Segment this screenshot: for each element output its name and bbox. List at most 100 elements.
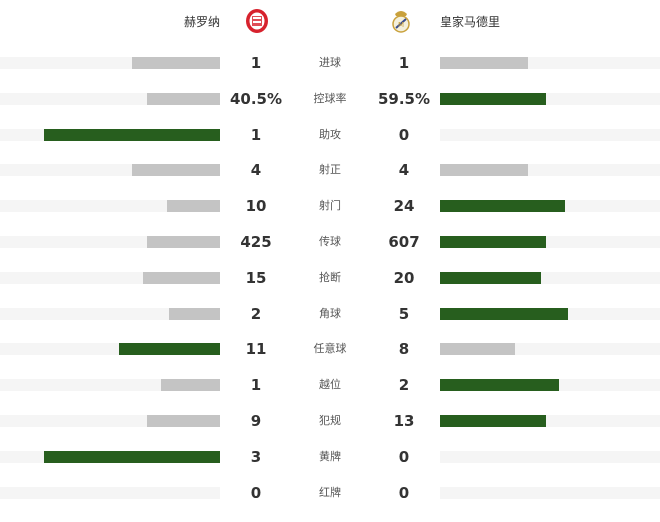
away-value: 59.5% bbox=[377, 89, 431, 108]
home-bar bbox=[147, 92, 220, 105]
home-bar-track bbox=[0, 379, 220, 392]
away-bar bbox=[440, 236, 546, 248]
home-bar-track bbox=[0, 307, 220, 320]
stat-label: 射正 bbox=[319, 163, 341, 177]
home-bar bbox=[44, 128, 220, 141]
away-bar-track bbox=[440, 128, 660, 141]
stat-row: 425 传球 607 bbox=[0, 232, 660, 252]
stat-row: 4 射正 4 bbox=[0, 160, 660, 180]
stat-row: 2 角球 5 bbox=[0, 304, 660, 324]
stat-label: 犯规 bbox=[319, 414, 341, 427]
away-value: 1 bbox=[398, 54, 410, 72]
stat-row: 9 犯规 13 bbox=[0, 411, 660, 431]
away-bar bbox=[440, 307, 568, 320]
home-bar bbox=[167, 200, 220, 213]
away-value: 4 bbox=[398, 161, 410, 180]
home-value: 4 bbox=[250, 161, 262, 180]
away-value: 13 bbox=[393, 412, 415, 430]
away-value: 0 bbox=[398, 447, 410, 466]
away-bar-track bbox=[440, 343, 660, 356]
home-bar-track bbox=[0, 92, 220, 105]
home-bar bbox=[132, 164, 220, 177]
stat-label: 控球率 bbox=[313, 91, 347, 105]
home-bar-track bbox=[0, 486, 220, 499]
away-team-name: 皇家马德里 bbox=[440, 15, 501, 29]
stat-label: 任意球 bbox=[313, 342, 347, 356]
stat-row: 0 红牌 0 bbox=[0, 483, 660, 503]
home-bar bbox=[147, 415, 220, 427]
home-value: 9 bbox=[250, 412, 262, 430]
stat-row: 10 射门 24 bbox=[0, 196, 660, 216]
home-bar bbox=[169, 307, 220, 320]
away-value: 607 bbox=[388, 233, 420, 251]
away-bar-track bbox=[440, 57, 660, 69]
home-bar-track bbox=[0, 200, 220, 213]
away-bar bbox=[440, 415, 546, 427]
home-value: 1 bbox=[250, 376, 262, 395]
stat-label: 进球 bbox=[319, 56, 341, 69]
home-value: 10 bbox=[245, 197, 267, 216]
real-madrid-crest-icon: M bbox=[392, 11, 410, 33]
away-value: 20 bbox=[393, 268, 415, 287]
home-bar bbox=[132, 57, 220, 69]
away-bar-track bbox=[440, 200, 660, 213]
away-value: 8 bbox=[398, 340, 410, 359]
away-bar bbox=[440, 379, 559, 392]
away-bar bbox=[440, 271, 542, 284]
stat-row: 15 抢断 20 bbox=[0, 268, 660, 288]
away-value: 2 bbox=[398, 376, 410, 395]
stat-label: 传球 bbox=[319, 235, 341, 248]
home-bar bbox=[143, 271, 220, 284]
home-bar bbox=[147, 236, 220, 248]
home-value: 2 bbox=[250, 304, 262, 323]
home-bar bbox=[160, 379, 220, 392]
home-value: 1 bbox=[250, 125, 262, 144]
away-bar-track bbox=[440, 415, 660, 427]
stat-label: 黄牌 bbox=[319, 449, 341, 463]
stat-row: 11 任意球 8 bbox=[0, 339, 660, 359]
away-bar-track bbox=[440, 164, 660, 177]
away-bar bbox=[440, 200, 566, 213]
home-value: 11 bbox=[245, 340, 267, 359]
home-value: 0 bbox=[250, 483, 262, 502]
home-value: 40.5% bbox=[229, 89, 283, 108]
away-bar-track bbox=[440, 379, 660, 392]
away-bar-track bbox=[440, 236, 660, 248]
match-header: 赫罗纳 M 皇家马德里 bbox=[0, 0, 660, 44]
home-bar-track bbox=[0, 128, 220, 141]
stat-row: 40.5% 控球率 59.5% bbox=[0, 89, 660, 109]
away-value: 0 bbox=[398, 125, 410, 144]
home-bar-track bbox=[0, 343, 220, 356]
home-bar bbox=[118, 343, 220, 356]
stat-label: 红牌 bbox=[319, 485, 341, 499]
away-bar bbox=[440, 57, 528, 69]
stat-row: 1 助攻 0 bbox=[0, 125, 660, 145]
stat-label: 抢断 bbox=[319, 270, 341, 284]
home-bar-track bbox=[0, 271, 220, 284]
home-value: 1 bbox=[250, 54, 262, 72]
home-value: 3 bbox=[250, 447, 262, 466]
girona-crest-icon bbox=[246, 9, 268, 33]
away-value: 24 bbox=[393, 197, 415, 216]
away-bar-track bbox=[440, 92, 660, 105]
home-value: 15 bbox=[245, 268, 267, 287]
home-bar-track bbox=[0, 450, 220, 463]
home-team-name: 赫罗纳 bbox=[183, 15, 220, 29]
stat-row: 1 越位 2 bbox=[0, 375, 660, 395]
away-bar-track bbox=[440, 486, 660, 499]
away-value: 0 bbox=[398, 483, 410, 502]
home-bar-track bbox=[0, 57, 220, 69]
home-bar bbox=[44, 450, 220, 463]
svg-text:M: M bbox=[398, 21, 404, 29]
home-bar-track bbox=[0, 164, 220, 177]
home-bar-track bbox=[0, 415, 220, 427]
stat-label: 越位 bbox=[319, 378, 341, 392]
home-value: 425 bbox=[240, 233, 272, 251]
away-bar bbox=[440, 343, 515, 356]
away-bar-track bbox=[440, 271, 660, 284]
stat-label: 射门 bbox=[319, 199, 341, 213]
away-bar-track bbox=[440, 307, 660, 320]
stat-row: 3 黄牌 0 bbox=[0, 447, 660, 467]
stat-label: 角球 bbox=[319, 306, 341, 320]
away-value: 5 bbox=[398, 304, 410, 323]
